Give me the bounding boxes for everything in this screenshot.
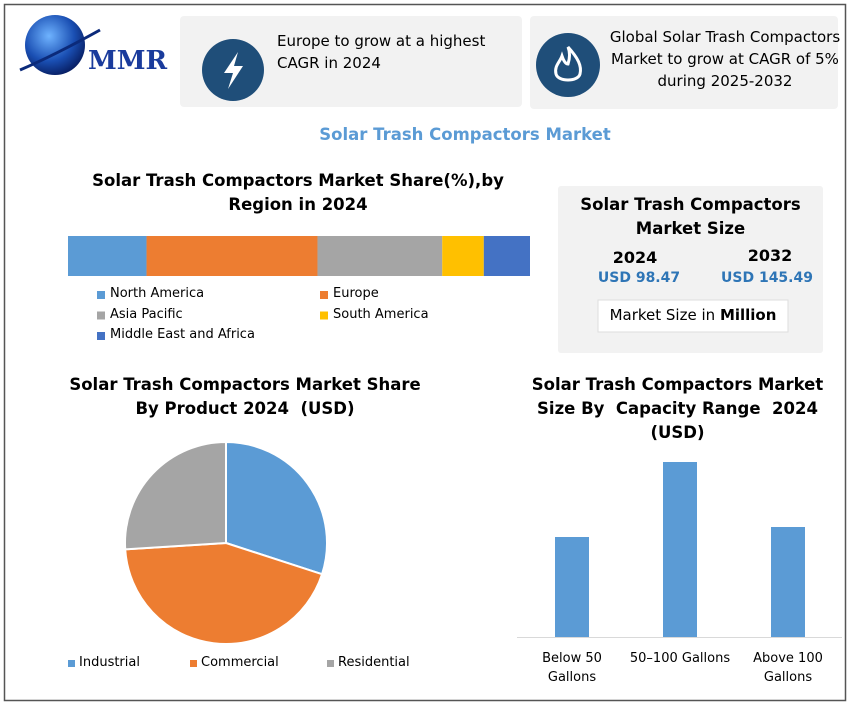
legend-marker bbox=[320, 291, 328, 299]
legend-label: Asia Pacific bbox=[110, 306, 183, 322]
legend-marker bbox=[190, 660, 197, 667]
legend-marker bbox=[97, 291, 105, 299]
x-tick-label: Below 50 Gallons bbox=[542, 651, 607, 685]
legend-label: Industrial bbox=[79, 655, 140, 670]
card bbox=[530, 16, 838, 109]
legend-label: Commercial bbox=[201, 655, 279, 670]
year: 2032 bbox=[747, 246, 793, 265]
main-title: Solar Trash Compactors Market bbox=[319, 125, 611, 144]
chart-title: Solar Trash Compactors Market Share(%),b… bbox=[92, 171, 510, 214]
legend-marker bbox=[320, 311, 328, 320]
note-text: Market Size in bbox=[609, 306, 716, 324]
card-text: Global Solar Trash Compactors Market to … bbox=[609, 28, 845, 90]
legend-marker bbox=[97, 311, 105, 320]
bar bbox=[771, 527, 805, 637]
card bbox=[180, 16, 522, 107]
logo-swoosh bbox=[19, 28, 101, 72]
legend-label: Residential bbox=[338, 655, 410, 670]
year-value: USD 98.47 bbox=[597, 270, 681, 286]
chart-title: Solar Trash Compactors Market Share By P… bbox=[69, 375, 427, 418]
bolt-icon bbox=[224, 52, 243, 89]
bar-segment bbox=[146, 236, 318, 276]
legend-label: South America bbox=[333, 306, 429, 322]
pie-slice bbox=[124, 440, 227, 551]
note-box bbox=[597, 299, 789, 333]
year: 2024 bbox=[612, 248, 658, 267]
legend-label: Europe bbox=[333, 286, 379, 301]
legend-marker bbox=[327, 660, 334, 667]
logo-text: MMR bbox=[88, 46, 168, 76]
bar bbox=[663, 462, 697, 637]
unit: Million bbox=[719, 306, 777, 324]
note: Market Size in Million bbox=[598, 306, 788, 324]
x-tick-label: Above 100 Gallons bbox=[753, 651, 828, 685]
logo-globe bbox=[25, 15, 85, 75]
x-tick-label: 50–100 Gallons bbox=[629, 651, 731, 666]
pie-slice bbox=[124, 541, 324, 645]
chart-title: Solar Trash Compactors Market Size By Ca… bbox=[531, 375, 830, 442]
legend-label: North America bbox=[110, 286, 205, 301]
legend-marker bbox=[97, 332, 105, 340]
pie-slice bbox=[225, 440, 328, 576]
bar-segment bbox=[317, 236, 443, 276]
legend-label: Middle East and Africa bbox=[110, 327, 255, 342]
bar-segment bbox=[68, 236, 147, 276]
size-title: Solar Trash Compactors Market Size bbox=[580, 195, 807, 238]
card-text: Europe to grow at a highest CAGR in 2024 bbox=[277, 32, 491, 72]
year-value: USD 145.49 bbox=[721, 270, 813, 286]
bar-segment bbox=[442, 236, 484, 276]
legend-marker bbox=[68, 660, 75, 667]
frame bbox=[3, 3, 847, 702]
flame-icon bbox=[554, 45, 582, 82]
bar bbox=[555, 537, 589, 637]
bar-segment bbox=[483, 236, 530, 276]
